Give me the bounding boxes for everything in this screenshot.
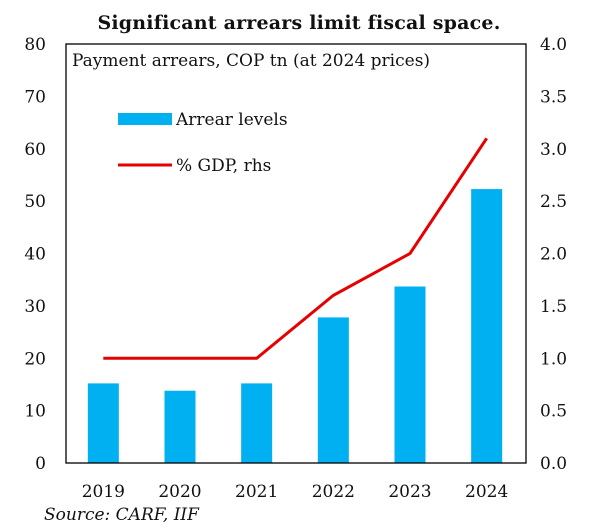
bar-2019 [87, 383, 119, 463]
plot-frame [65, 43, 527, 464]
y-tick-label: 70 [24, 87, 46, 107]
y2-tick-label: 2.0 [540, 245, 567, 265]
y2-tick-label: 1.0 [540, 349, 567, 369]
y2-tick-label: 0.5 [540, 402, 567, 422]
x-tick-label: 2024 [465, 482, 508, 502]
chart-subtitle: Payment arrears, COP tn (at 2024 prices) [72, 51, 430, 71]
series-line-gdp-share [103, 137, 488, 360]
chart-title: Significant arrears limit fiscal space. [97, 12, 501, 34]
x-tick-label: 2023 [388, 482, 431, 502]
y2-tick-label: 3.5 [540, 87, 567, 107]
y2-tick-label: 3.0 [540, 140, 567, 160]
y-tick-label: 0 [35, 454, 46, 474]
y2-tick-label: 0.0 [540, 454, 567, 474]
legend-label-gdp-share: % GDP, rhs [176, 156, 271, 176]
bar-2023 [394, 286, 426, 463]
source-note: Source: CARF, IIF [44, 505, 200, 525]
y-tick-label: 20 [24, 349, 46, 369]
bar-2021 [241, 383, 273, 463]
y2-tick-label: 2.5 [540, 192, 567, 212]
bar-2022 [317, 317, 349, 463]
y-tick-label: 60 [24, 140, 46, 160]
bar-2024 [471, 189, 503, 464]
x-tick-label: 2019 [82, 482, 125, 502]
x-tick-label: 2022 [312, 482, 355, 502]
y2-tick-label: 4.0 [540, 35, 567, 55]
x-tick-label: 2021 [235, 482, 278, 502]
legend: Arrear levels % GDP, rhs [118, 110, 288, 176]
y-tick-label: 80 [24, 35, 46, 55]
y-tick-label: 40 [24, 245, 46, 265]
y-tick-label: 10 [24, 402, 46, 422]
bar-2020 [164, 390, 196, 463]
y-tick-label: 50 [24, 192, 46, 212]
x-tick-label: 2020 [158, 482, 201, 502]
legend-label-arrear-levels: Arrear levels [175, 110, 288, 130]
y2-tick-label: 1.5 [540, 297, 567, 317]
y-tick-label: 30 [24, 297, 46, 317]
legend-swatch-arrear-levels [118, 113, 172, 125]
